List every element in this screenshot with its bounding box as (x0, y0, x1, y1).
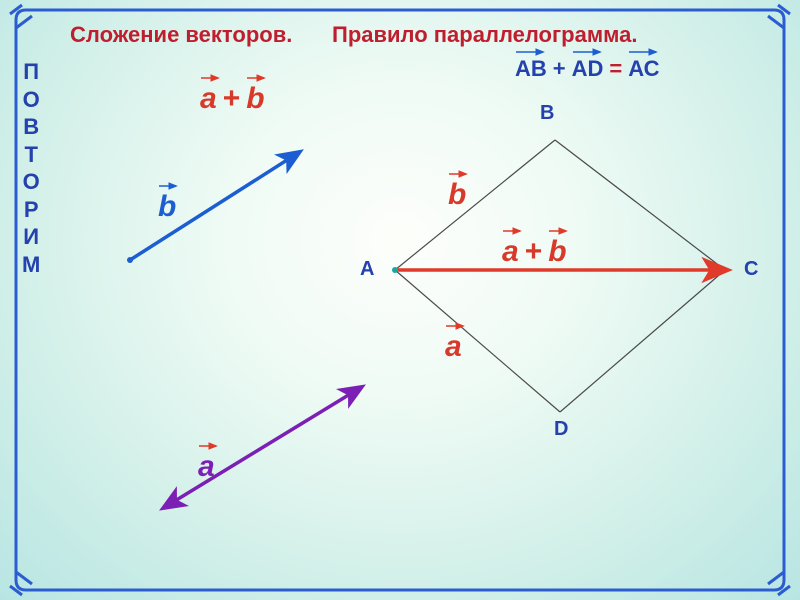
side-char: Р (24, 196, 39, 224)
eq-equals: = (609, 56, 622, 82)
label-b-para: b (448, 178, 466, 212)
title-parallelogram: Правило параллелограмма. (332, 22, 637, 48)
title-addition: Сложение векторов. (70, 22, 292, 48)
side-word: П О В Т О Р И М (22, 58, 40, 278)
side-char: О (23, 86, 40, 114)
line-BC (555, 140, 725, 270)
point-D: D (554, 418, 568, 441)
dot-A (392, 267, 398, 273)
side-char: О (23, 168, 40, 196)
point-A: А (360, 258, 374, 281)
side-char: И (23, 223, 39, 251)
line-DC (560, 270, 725, 412)
eq-plus: + (553, 56, 566, 82)
eq-AD: АD (572, 56, 604, 82)
eq-AB: АВ (515, 56, 547, 82)
label-a-free: a (198, 450, 215, 484)
point-B: В (540, 102, 554, 125)
vector-b-free (130, 153, 298, 260)
label-b-free: b (158, 190, 176, 224)
side-char: П (23, 58, 39, 86)
label-a-plus-b-para: a + b (502, 235, 567, 269)
line-AD (395, 270, 560, 412)
equation: АВ + АD = АС (515, 56, 660, 82)
side-char: Т (24, 141, 37, 169)
dot-b-origin (127, 257, 133, 263)
side-char: М (22, 251, 40, 279)
eq-AC: АС (628, 56, 659, 82)
label-a-para: a (445, 330, 462, 364)
label-a-plus-b-top: a + b (200, 82, 265, 116)
vector-a-free (165, 388, 360, 507)
point-C: С (744, 258, 758, 281)
side-char: В (23, 113, 39, 141)
diagram-layer (0, 0, 800, 600)
